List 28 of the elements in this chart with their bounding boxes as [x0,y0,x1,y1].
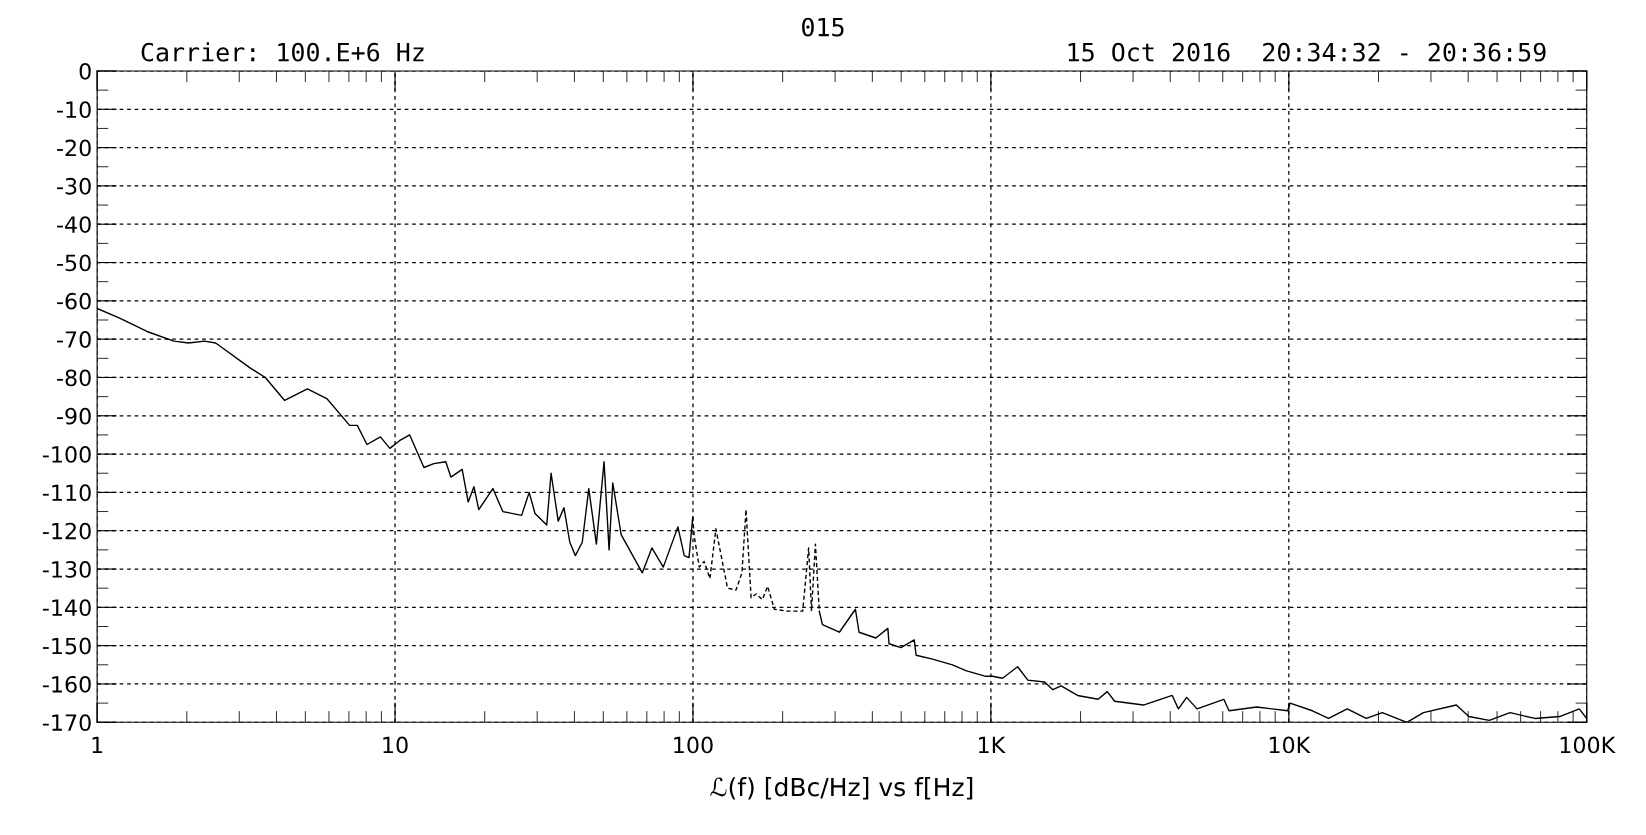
y-tick-label: -170 [42,714,91,732]
y-tick-label: -160 [42,675,91,693]
x-tick-label: 100 [674,736,713,754]
x-tick-label: 1 [92,736,103,754]
text: 15 Oct 2016 20:34:32 - 20:36:59 [1068,42,1546,62]
y-tick-label: -70 [57,331,91,348]
y-tick-label: -100 [42,446,91,463]
y-tick-label: -140 [42,599,91,617]
y-tick-label: -110 [42,484,91,502]
y-tick-label: -150 [42,637,91,655]
y-tick-label: -40 [57,216,91,233]
y-tick-label: 0 [79,62,91,80]
y-tick-label: -80 [57,369,91,387]
y-tick-label: -30 [57,177,91,195]
x-axis-title: ℒ(f) [dBc/Hz] vs f[Hz] [710,777,973,800]
y-tick-label: -10 [57,101,91,119]
y-tick-label: -50 [57,254,91,272]
chart-title: 015 [802,17,844,37]
x-tick-label: 10 [383,736,408,754]
chart-subtitle: Carrier: 100.E+6 Hz [141,42,424,62]
y-tick-label: -130 [42,560,91,578]
x-tick-label: 1K [978,736,1006,754]
y-tick-label: -20 [57,139,91,157]
x-tick-label: 100K [1560,736,1616,754]
x-tick-label: 10K [1269,736,1311,754]
y-tick-label: -60 [57,292,91,310]
y-tick-label: -90 [57,407,91,425]
y-tick-label: -120 [42,522,91,540]
